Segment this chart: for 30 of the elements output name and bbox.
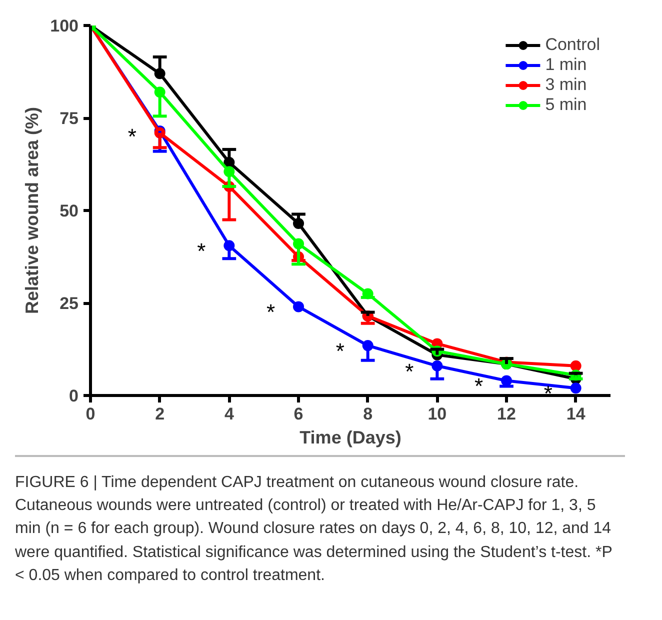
y-tick-label: 100 <box>50 16 79 36</box>
annotation: * <box>128 124 137 149</box>
x-tick-label: 0 <box>86 404 96 424</box>
annotation: * <box>405 358 414 384</box>
annotation: * <box>544 381 553 406</box>
annotation: * <box>336 338 345 364</box>
point <box>293 301 304 312</box>
x-tick-label: 14 <box>566 404 586 424</box>
x-tick-label: 12 <box>497 404 516 424</box>
y-axis-title: Relative wound area (%) <box>22 106 42 314</box>
y-tick-label: 75 <box>60 109 79 128</box>
caption: FIGURE 6 | Time dependent CAPJ treatment on cutaneous wound closure rate. Cutaneous wounds were untreated (control) or treated with He/Ar-CAPJ for 1, 3, 5 min (n = 6 for each group). Wound closure rates on days 0, 2, 4, 6, 8, 10, 12, and 14 were quantified. Statistical significance was determined using the Student’s t-test. *P < 0.05 when compared to control treatment. <box>15 473 614 586</box>
x-tick-label: 6 <box>294 404 304 424</box>
annotation: * <box>197 238 206 264</box>
x-axis-title: Time (Days) <box>300 428 402 448</box>
x-tick-label: 2 <box>155 404 165 424</box>
annotation: * <box>474 374 484 399</box>
point <box>570 382 582 394</box>
point <box>570 360 582 372</box>
y-tick-label: 0 <box>69 386 79 406</box>
annotation: * <box>266 300 276 325</box>
legend-label: 1 min <box>545 55 587 75</box>
x-tick-label: 4 <box>224 404 234 424</box>
x-tick-label: 10 <box>428 404 447 424</box>
legend-label: 5 min <box>545 95 587 115</box>
x-tick-label: 8 <box>363 404 373 424</box>
y-tick-label: 25 <box>60 294 79 313</box>
y-tick-label: 50 <box>60 202 79 220</box>
legend-label: Control <box>545 35 600 55</box>
legend-label: 3 min <box>545 75 587 95</box>
